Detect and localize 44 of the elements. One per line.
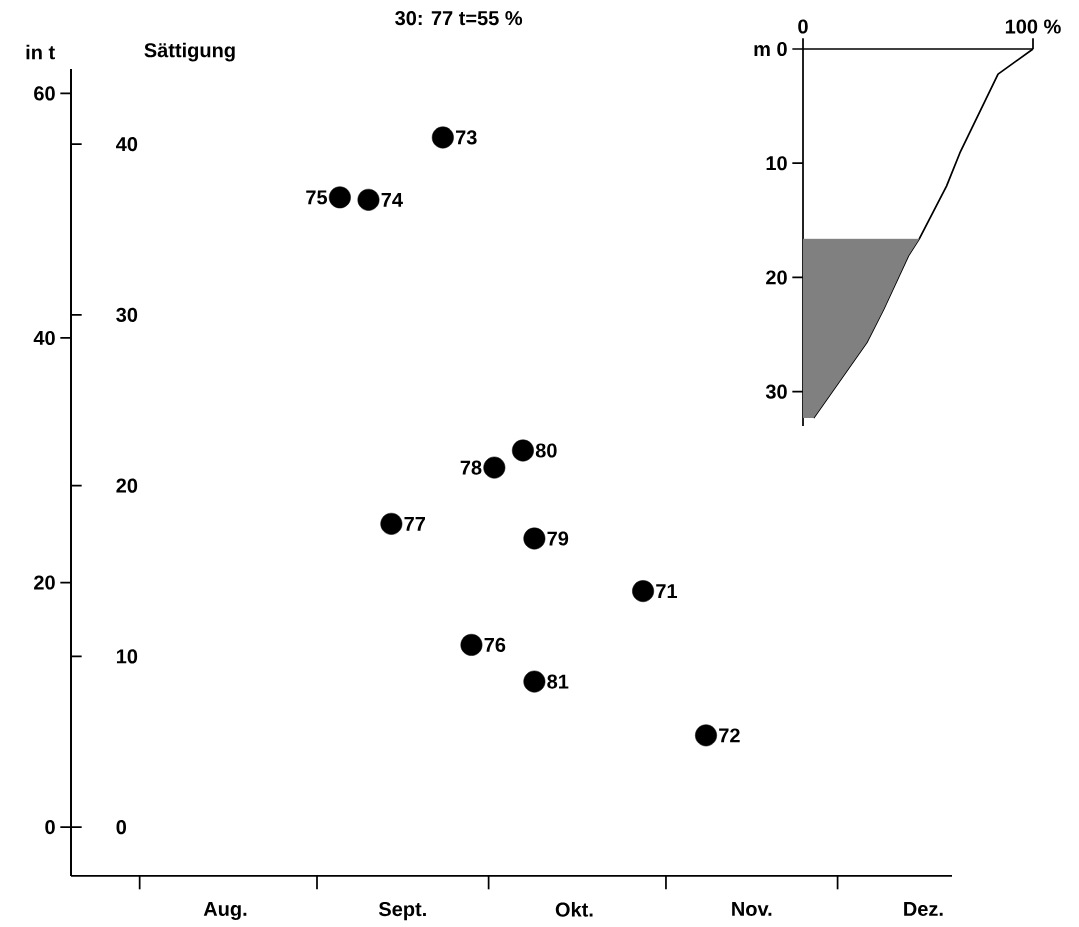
x-tick-label: Aug.: [203, 902, 247, 921]
y-tick-label: 60: [34, 86, 55, 101]
y2-tick-label: 30: [116, 307, 138, 322]
point: [328, 186, 351, 209]
y2-tick-label: 20: [116, 478, 138, 493]
annotation: 78: [460, 460, 482, 475]
y2-tick-label: 10: [116, 649, 138, 664]
point: [695, 724, 717, 747]
x-tick-label: 100 %: [1005, 19, 1061, 34]
annotation: 75: [306, 190, 328, 205]
x-tick-label: Okt.: [555, 902, 593, 917]
x-tick-label: Dez.: [904, 902, 943, 916]
y-tick-label: 20: [34, 575, 55, 590]
annotation: 76: [484, 637, 506, 652]
point: [431, 126, 454, 149]
text: 30: 77 t=55 %: [395, 11, 523, 26]
annotation: 79: [547, 531, 569, 546]
x-tick-label: Nov.: [732, 902, 772, 916]
y-tick-label: 10: [766, 156, 787, 171]
y2-axis-title: Sättigung: [144, 42, 235, 62]
annotation: 73: [455, 130, 477, 145]
point: [483, 456, 506, 479]
point: [523, 670, 546, 693]
y-tick-label: 20: [766, 270, 787, 285]
y-tick-label: 0: [45, 819, 55, 835]
point: [632, 580, 655, 603]
y-tick-label: 40: [33, 330, 55, 346]
point: [523, 527, 546, 550]
y2-tick-label: 0: [116, 820, 126, 835]
annotation: 74: [381, 192, 403, 207]
y-axis-title: in t: [26, 44, 55, 60]
y-tick-label: m 0: [754, 41, 787, 57]
y-tick-label: 30: [765, 384, 787, 399]
point: [357, 188, 380, 211]
point: [512, 439, 534, 462]
annotation: 81: [547, 674, 569, 689]
point: [460, 633, 483, 656]
annotation: 72: [719, 728, 740, 743]
point: [380, 512, 403, 535]
annotation: 77: [404, 516, 425, 531]
annotation: 71: [656, 584, 678, 598]
x-tick-label: Sept.: [378, 902, 426, 921]
annotation: 80: [535, 443, 557, 458]
y2-tick-label: 40: [116, 137, 138, 152]
